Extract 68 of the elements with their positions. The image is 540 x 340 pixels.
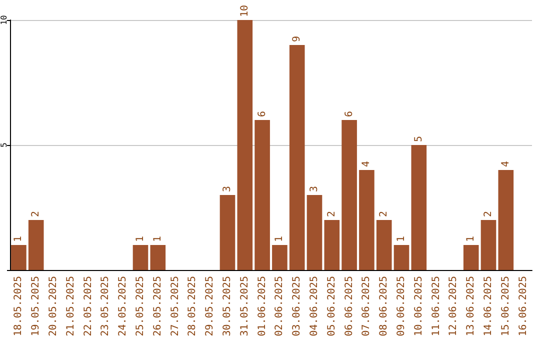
data-label: 4 bbox=[361, 160, 372, 167]
data-label: 3 bbox=[309, 186, 320, 192]
x-tick-label: 01.06.2025 bbox=[256, 276, 268, 336]
data-label: 3 bbox=[222, 186, 233, 192]
bar bbox=[498, 170, 514, 270]
x-tick-label: 11.06.2025 bbox=[430, 276, 442, 336]
data-label: 1 bbox=[152, 236, 164, 242]
bar bbox=[463, 245, 479, 270]
x-tick-label: 10.06.2025 bbox=[413, 276, 424, 336]
bar bbox=[359, 170, 374, 270]
bar bbox=[480, 220, 496, 270]
data-label: 1 bbox=[13, 236, 24, 242]
data-label: 5 bbox=[413, 136, 424, 142]
x-tick-label: 26.05.2025 bbox=[152, 276, 164, 336]
data-label: 9 bbox=[292, 36, 303, 42]
x-tick-label: 18.05.2025 bbox=[13, 276, 24, 336]
x-tick-label: 14.06.2025 bbox=[483, 276, 494, 336]
data-label: 4 bbox=[500, 160, 512, 167]
x-tick-label: 20.05.2025 bbox=[48, 276, 59, 336]
x-tick-label: 08.06.2025 bbox=[378, 276, 390, 336]
x-tick-label: 16.06.2025 bbox=[518, 276, 529, 336]
bar bbox=[237, 20, 253, 270]
data-label: 2 bbox=[30, 210, 42, 217]
data-label: 2 bbox=[483, 210, 494, 217]
data-label: 2 bbox=[326, 210, 338, 217]
x-tick-label: 09.06.2025 bbox=[396, 276, 407, 336]
bar bbox=[306, 195, 322, 270]
x-tick-label: 22.05.2025 bbox=[82, 276, 94, 336]
bar bbox=[28, 220, 44, 270]
bar bbox=[394, 245, 410, 270]
x-tick-label: 21.05.2025 bbox=[65, 276, 76, 336]
bar bbox=[289, 45, 305, 270]
x-tick-label: 13.06.2025 bbox=[466, 276, 477, 336]
data-label: 1 bbox=[466, 236, 477, 242]
x-tick-label: 02.06.2025 bbox=[274, 276, 286, 336]
data-label: 10 bbox=[239, 4, 250, 17]
data-label: 6 bbox=[344, 110, 355, 117]
x-tick-label: 31.05.2025 bbox=[239, 276, 250, 336]
x-tick-label: 04.06.2025 bbox=[309, 276, 320, 336]
bar bbox=[11, 245, 26, 270]
x-tick-label: 23.05.2025 bbox=[100, 276, 112, 336]
x-tick-label: 03.06.2025 bbox=[292, 276, 303, 336]
x-tick-label: 05.06.2025 bbox=[326, 276, 338, 336]
data-label: 1 bbox=[274, 236, 286, 242]
data-label: 2 bbox=[378, 210, 390, 217]
x-tick-label: 30.05.2025 bbox=[222, 276, 233, 336]
bar bbox=[254, 120, 270, 270]
x-tick-label: 15.06.2025 bbox=[500, 276, 512, 336]
x-tick-label: 19.05.2025 bbox=[30, 276, 42, 336]
x-tick-label: 24.05.2025 bbox=[118, 276, 129, 336]
bar bbox=[411, 145, 427, 270]
bar bbox=[342, 120, 357, 270]
x-tick-label: 12.06.2025 bbox=[448, 276, 460, 336]
x-tick-label: 25.05.2025 bbox=[135, 276, 146, 336]
bar bbox=[220, 195, 236, 270]
x-tick-label: 07.06.2025 bbox=[361, 276, 372, 336]
bar bbox=[150, 245, 166, 270]
data-label: 6 bbox=[256, 110, 268, 117]
x-tick-label: 06.06.2025 bbox=[344, 276, 355, 336]
data-label: 1 bbox=[396, 236, 407, 242]
x-tick-label: 29.05.2025 bbox=[204, 276, 216, 336]
x-tick-label: 27.05.2025 bbox=[170, 276, 181, 336]
bar bbox=[132, 245, 148, 270]
bar bbox=[272, 245, 288, 270]
bar bbox=[376, 220, 392, 270]
x-tick-label: 28.05.2025 bbox=[187, 276, 198, 336]
bar bbox=[324, 220, 340, 270]
data-label: 1 bbox=[135, 236, 146, 242]
